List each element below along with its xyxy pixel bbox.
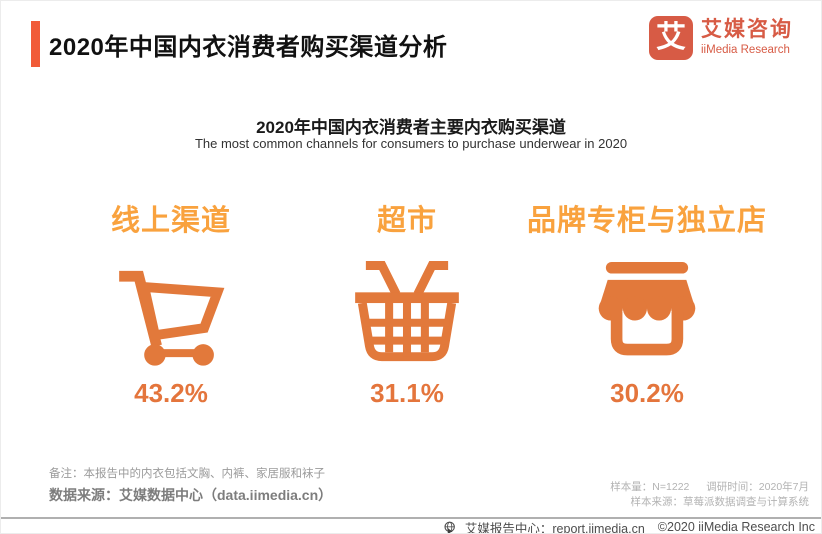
- shopping-cart-icon: [112, 253, 230, 371]
- channel-brand-stores: 品牌专柜与独立店 30.2%: [513, 197, 781, 409]
- sample-size: 样本量：N=1222: [610, 481, 690, 493]
- copyright-text: ©2020 iiMedia Research Inc: [657, 520, 815, 534]
- channel-value: 31.1%: [370, 378, 444, 408]
- page-title: 2020年中国内衣消费者购买渠道分析: [49, 34, 448, 61]
- channel-supermarket: 超市 31.1%: [301, 197, 513, 409]
- brand-name-cn: 艾媒咨询: [701, 18, 793, 42]
- footer-bar: 艾媒报告中心：report.iimedia.cn ©2020 iiMedia R…: [1, 519, 815, 534]
- sample-source: 样本来源：草莓派数据调查与计算系统: [630, 496, 810, 509]
- channel-label: 品牌专柜与独立店: [526, 205, 767, 237]
- chart-subtitle: The most common channels for consumers t…: [194, 136, 628, 151]
- channel-online: 线上渠道 43.2%: [57, 197, 285, 409]
- report-center-link: 艾媒报告中心：report.iimedia.cn: [464, 521, 645, 534]
- channel-value: 43.2%: [134, 378, 208, 408]
- channel-label: 线上渠道: [110, 205, 231, 237]
- channel-value: 30.2%: [610, 378, 684, 408]
- report-note: 备注：本报告中的内衣包括文胸、内裤、家居服和袜子: [49, 468, 325, 480]
- iimedia-logo-icon: 艾: [649, 16, 693, 60]
- brand-name-en: iiMedia Research: [701, 44, 790, 57]
- shopping-basket-icon: [348, 253, 466, 371]
- chart-title: 2020年中国内衣消费者主要内衣购买渠道: [256, 118, 566, 137]
- globe-cursor-icon: [444, 521, 455, 533]
- iimedia-logo: 艾 艾媒咨询 iiMedia Research: [649, 16, 793, 60]
- storefront-icon: [588, 253, 706, 371]
- footer-divider: [1, 517, 821, 519]
- sample-info: 样本量：N=1222 调研时间：2020年7月 样本来源：草莓派数据调查与计算系…: [596, 480, 809, 510]
- survey-time: 调研时间：2020年7月: [706, 481, 809, 493]
- data-source: 数据来源：艾媒数据中心（data.iimedia.cn）: [49, 487, 333, 503]
- title-accent-bar: [31, 21, 40, 67]
- channel-label: 超市: [376, 205, 437, 237]
